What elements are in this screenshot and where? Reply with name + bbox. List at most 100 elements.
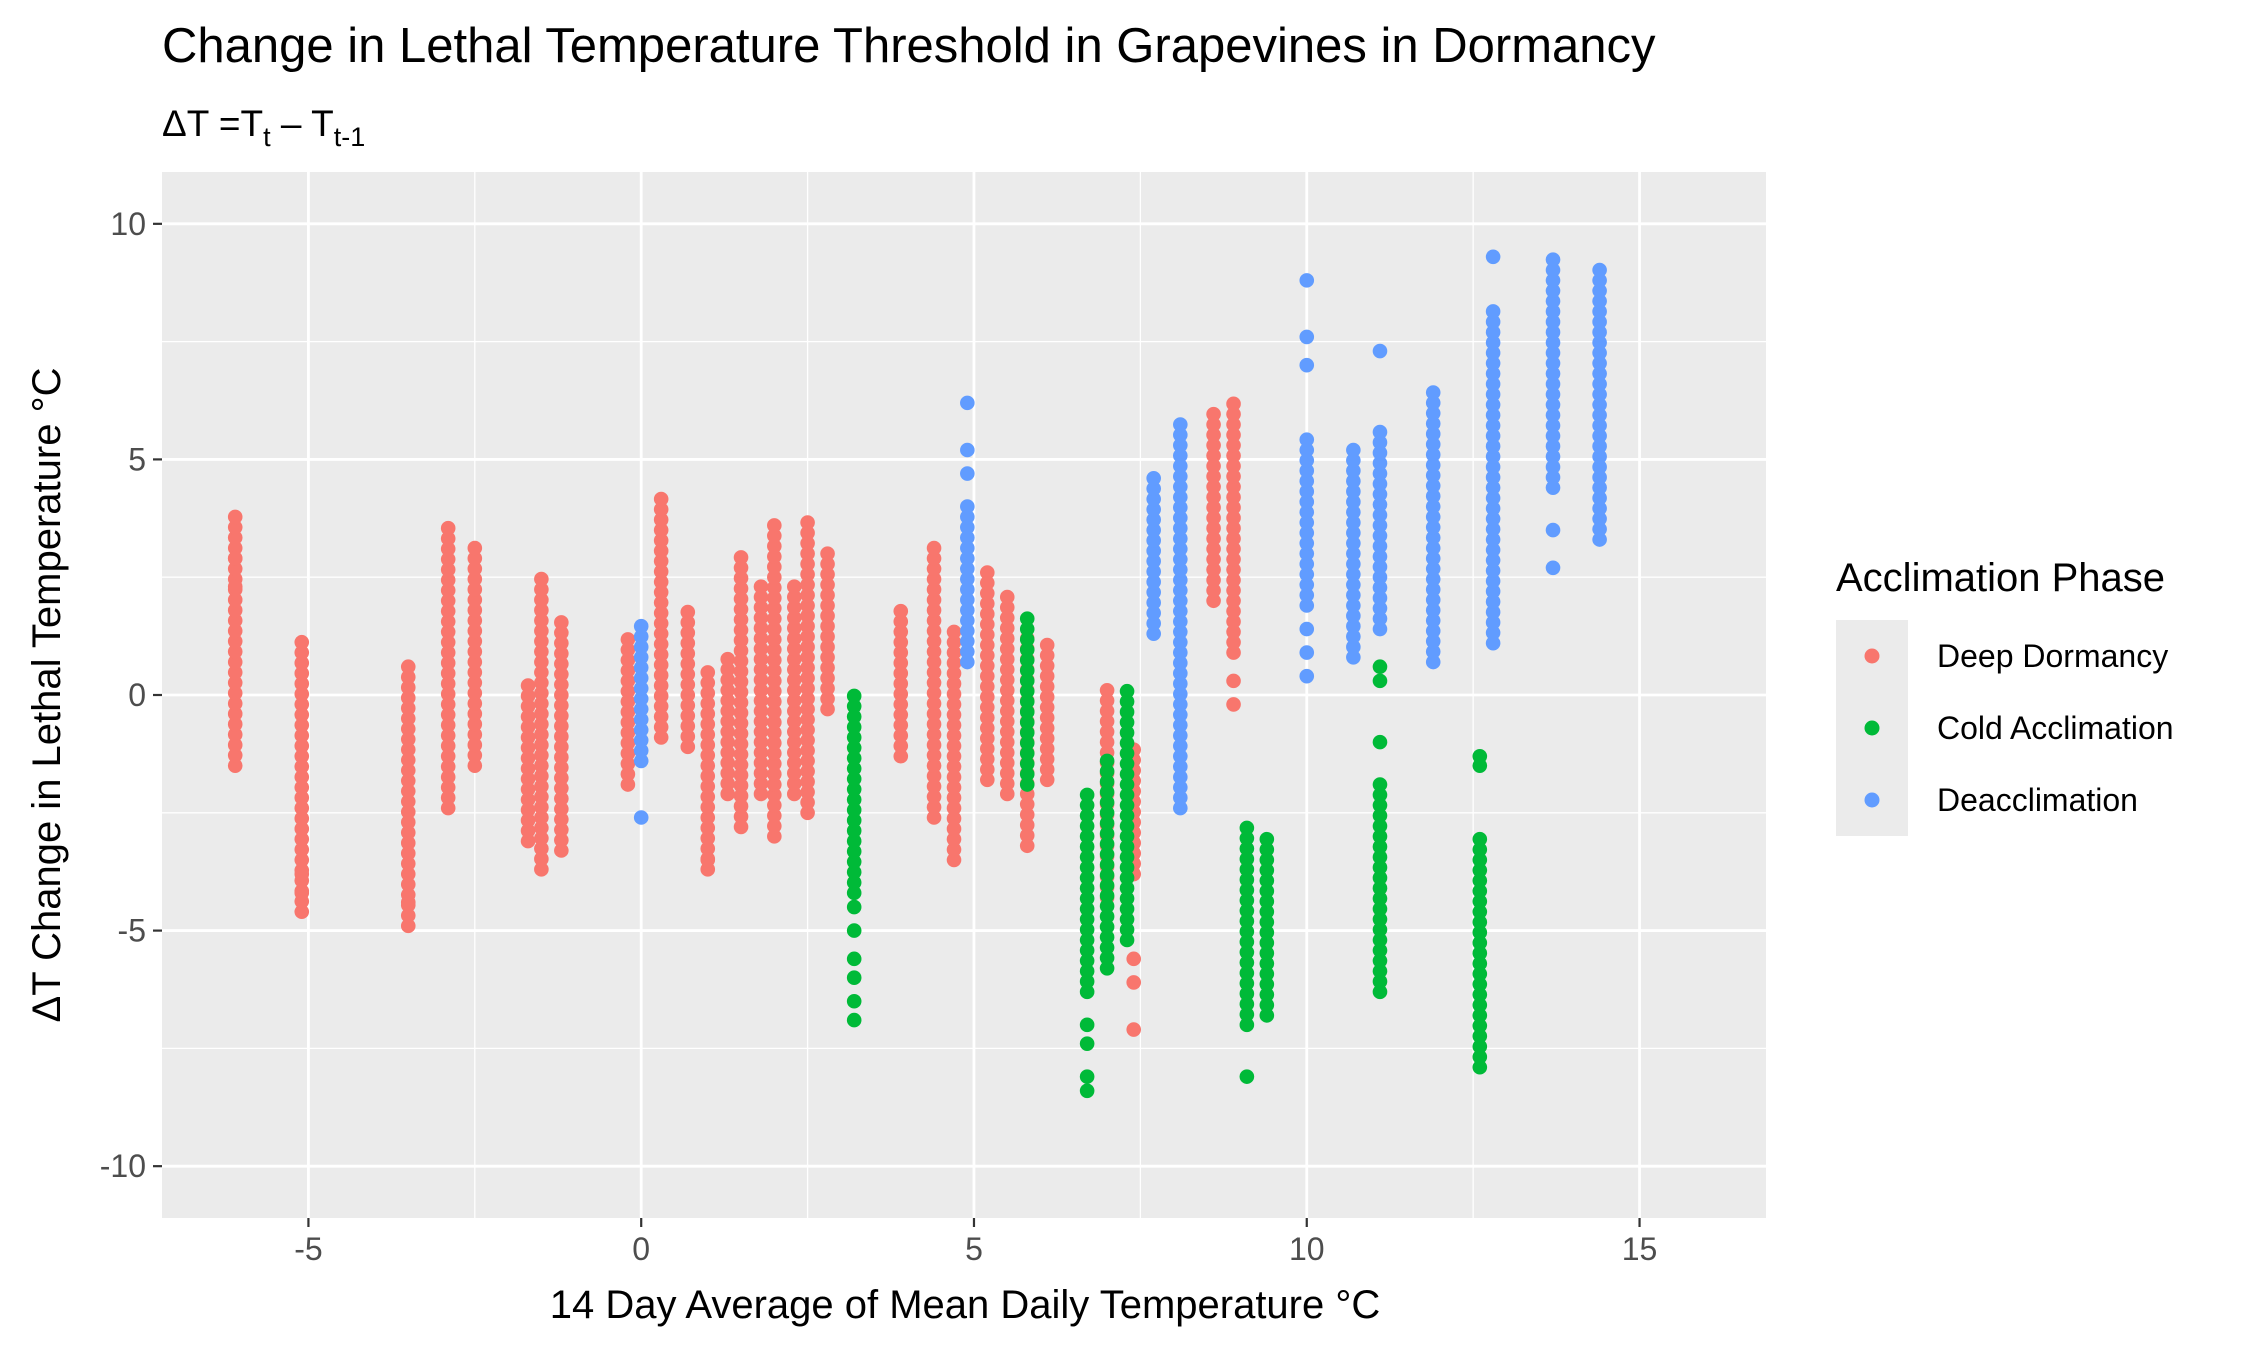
data-point bbox=[534, 820, 549, 836]
data-point bbox=[1545, 366, 1561, 381]
data-point bbox=[1239, 820, 1255, 836]
y-tick-label: -5 bbox=[118, 913, 146, 949]
data-point bbox=[733, 726, 749, 741]
data-point bbox=[633, 743, 649, 758]
data-point bbox=[1173, 759, 1188, 774]
data-point bbox=[653, 688, 669, 704]
data-point bbox=[846, 833, 862, 849]
data-point bbox=[1173, 427, 1188, 443]
data-point bbox=[979, 679, 995, 694]
data-point bbox=[1485, 625, 1501, 641]
data-point bbox=[1485, 387, 1501, 402]
data-point bbox=[554, 698, 569, 713]
data-point bbox=[1039, 731, 1055, 746]
data-point bbox=[1099, 724, 1115, 740]
data-point bbox=[999, 651, 1015, 667]
data-point bbox=[979, 710, 995, 725]
data-point bbox=[1239, 841, 1255, 856]
data-point bbox=[1079, 911, 1095, 927]
data-point bbox=[1019, 652, 1035, 668]
data-point bbox=[1099, 950, 1115, 966]
data-point bbox=[520, 699, 536, 714]
data-point bbox=[1239, 965, 1255, 981]
data-point bbox=[534, 592, 549, 608]
data-point bbox=[846, 844, 862, 859]
data-point bbox=[620, 683, 636, 699]
data-point bbox=[1545, 293, 1561, 309]
data-point bbox=[467, 623, 483, 639]
data-point bbox=[534, 768, 549, 784]
data-point bbox=[294, 885, 310, 901]
data-point bbox=[1146, 481, 1161, 496]
data-point bbox=[700, 706, 716, 722]
data-point bbox=[846, 813, 862, 828]
data-point bbox=[753, 641, 769, 657]
data-point bbox=[1099, 857, 1115, 872]
data-point bbox=[1259, 987, 1275, 1002]
data-point bbox=[1545, 449, 1561, 464]
data-point bbox=[1425, 540, 1441, 556]
data-point bbox=[1592, 459, 1607, 475]
data-point bbox=[733, 622, 749, 638]
data-point bbox=[926, 748, 942, 763]
data-point bbox=[893, 624, 909, 640]
data-point bbox=[1372, 559, 1388, 575]
data-point bbox=[720, 724, 736, 740]
data-point bbox=[1079, 849, 1095, 865]
data-point bbox=[733, 674, 749, 690]
data-point bbox=[1239, 830, 1255, 846]
data-point bbox=[1119, 797, 1135, 813]
data-point bbox=[1119, 715, 1135, 730]
data-point bbox=[1545, 376, 1561, 392]
data-point bbox=[1226, 634, 1241, 650]
data-point bbox=[467, 716, 483, 732]
data-point bbox=[1119, 932, 1135, 948]
data-point bbox=[700, 737, 716, 753]
data-point bbox=[1299, 577, 1315, 593]
data-point bbox=[1099, 703, 1115, 719]
data-point bbox=[1226, 396, 1241, 412]
data-point bbox=[653, 502, 669, 517]
data-point bbox=[440, 769, 456, 785]
data-point bbox=[1346, 639, 1361, 655]
data-point bbox=[1425, 488, 1441, 504]
data-point bbox=[1372, 808, 1388, 823]
data-point bbox=[653, 647, 669, 662]
data-point bbox=[1472, 976, 1488, 992]
data-point bbox=[786, 672, 802, 688]
data-point bbox=[1239, 1007, 1255, 1022]
data-point bbox=[720, 765, 736, 781]
data-point bbox=[467, 758, 483, 773]
data-point bbox=[1039, 699, 1055, 715]
data-point bbox=[1485, 324, 1501, 340]
data-point bbox=[1485, 355, 1501, 371]
data-point bbox=[1226, 500, 1241, 515]
data-point bbox=[633, 681, 649, 696]
data-point bbox=[1472, 904, 1488, 920]
data-point bbox=[1146, 522, 1161, 538]
data-point bbox=[1592, 314, 1607, 330]
data-point bbox=[1299, 357, 1315, 373]
data-point bbox=[733, 684, 749, 700]
data-point bbox=[633, 660, 649, 675]
data-point bbox=[1425, 613, 1441, 628]
legend-key bbox=[1864, 720, 1880, 736]
data-point bbox=[467, 540, 483, 556]
data-point bbox=[1485, 418, 1501, 433]
data-point bbox=[1226, 614, 1241, 629]
data-point bbox=[400, 731, 416, 747]
data-point bbox=[1299, 504, 1315, 520]
data-point bbox=[1299, 668, 1315, 684]
data-point bbox=[820, 691, 835, 707]
data-point bbox=[1592, 262, 1607, 278]
data-point bbox=[1425, 499, 1441, 514]
data-point bbox=[946, 624, 962, 640]
data-point bbox=[1425, 478, 1441, 494]
data-point bbox=[1239, 996, 1255, 1012]
data-point bbox=[1206, 562, 1221, 577]
data-point bbox=[440, 790, 456, 806]
data-point bbox=[1119, 829, 1135, 844]
data-point bbox=[1226, 427, 1241, 443]
data-point bbox=[554, 677, 569, 692]
data-point bbox=[653, 522, 669, 538]
